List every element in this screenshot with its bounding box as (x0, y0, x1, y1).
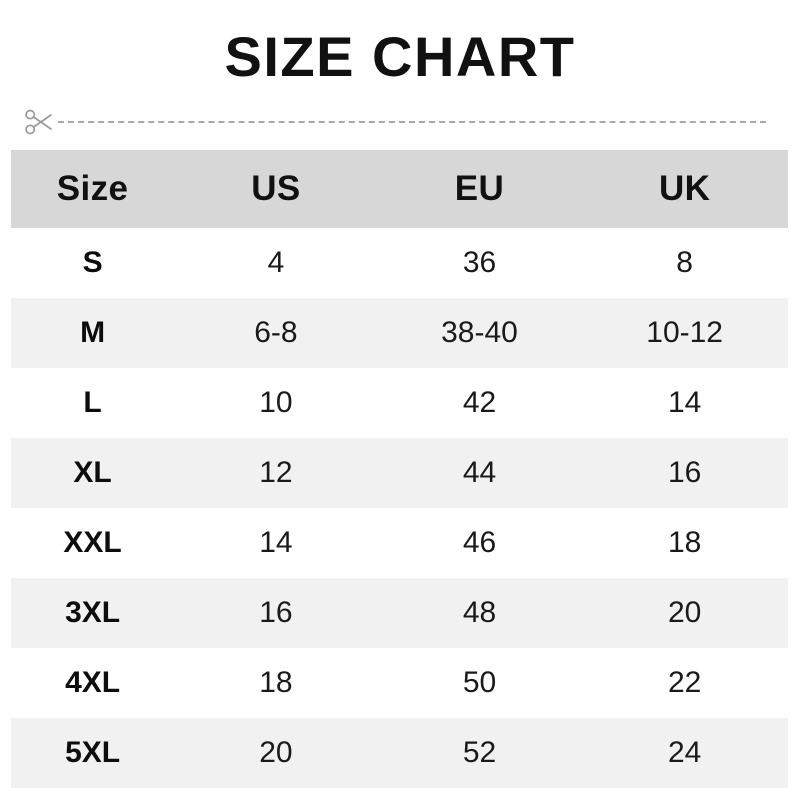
cell-size: XL (11, 438, 175, 508)
cell-eu: 42 (377, 368, 582, 438)
cell-uk: 10-12 (581, 298, 788, 368)
cell-size: 4XL (11, 648, 175, 718)
cell-eu: 52 (377, 718, 582, 788)
cell-us: 4 (174, 228, 378, 298)
cell-us: 20 (174, 718, 378, 788)
cell-eu: 46 (377, 508, 582, 578)
column-header-us: US (174, 150, 378, 228)
column-header-uk: UK (581, 150, 788, 228)
table-row: 3XL 16 48 20 (11, 578, 788, 648)
cell-uk: 24 (581, 718, 788, 788)
table-row: XL 12 44 16 (11, 438, 788, 508)
cell-uk: 14 (581, 368, 788, 438)
column-header-eu: EU (377, 150, 582, 228)
cell-size: XXL (11, 508, 175, 578)
cell-uk: 20 (581, 578, 788, 648)
scissors-icon (22, 105, 56, 139)
table-row: XXL 14 46 18 (11, 508, 788, 578)
size-table-container: Size US EU UK S 4 36 8 M 6-8 38-40 10- (11, 150, 788, 788)
table-row: 5XL 20 52 24 (11, 718, 788, 788)
cell-uk: 22 (581, 648, 788, 718)
cell-us: 10 (174, 368, 378, 438)
title-area: SIZE CHART (0, 26, 800, 88)
table-row: L 10 42 14 (11, 368, 788, 438)
cell-us: 16 (174, 578, 378, 648)
cut-line (22, 102, 778, 142)
cell-size: M (11, 298, 175, 368)
cell-eu: 38-40 (377, 298, 582, 368)
cell-size: L (11, 368, 175, 438)
cell-size: S (11, 228, 175, 298)
column-header-size: Size (11, 150, 175, 228)
cell-eu: 48 (377, 578, 582, 648)
table-row: S 4 36 8 (11, 228, 788, 298)
cell-eu: 44 (377, 438, 582, 508)
cell-us: 18 (174, 648, 378, 718)
cell-size: 5XL (11, 718, 175, 788)
table-row: 4XL 18 50 22 (11, 648, 788, 718)
size-table: Size US EU UK S 4 36 8 M 6-8 38-40 10- (11, 150, 788, 788)
cell-uk: 16 (581, 438, 788, 508)
table-header-row: Size US EU UK (11, 150, 788, 228)
cell-us: 14 (174, 508, 378, 578)
cell-eu: 50 (377, 648, 582, 718)
page-title: SIZE CHART (224, 25, 576, 88)
table-row: M 6-8 38-40 10-12 (11, 298, 788, 368)
table-header: Size US EU UK (11, 150, 788, 228)
cut-dashed-line (58, 121, 766, 123)
cell-size: 3XL (11, 578, 175, 648)
cell-uk: 18 (581, 508, 788, 578)
cell-us: 12 (174, 438, 378, 508)
cell-uk: 8 (581, 228, 788, 298)
cell-us: 6-8 (174, 298, 378, 368)
table-body: S 4 36 8 M 6-8 38-40 10-12 L 10 42 14 (11, 228, 788, 788)
cell-eu: 36 (377, 228, 582, 298)
